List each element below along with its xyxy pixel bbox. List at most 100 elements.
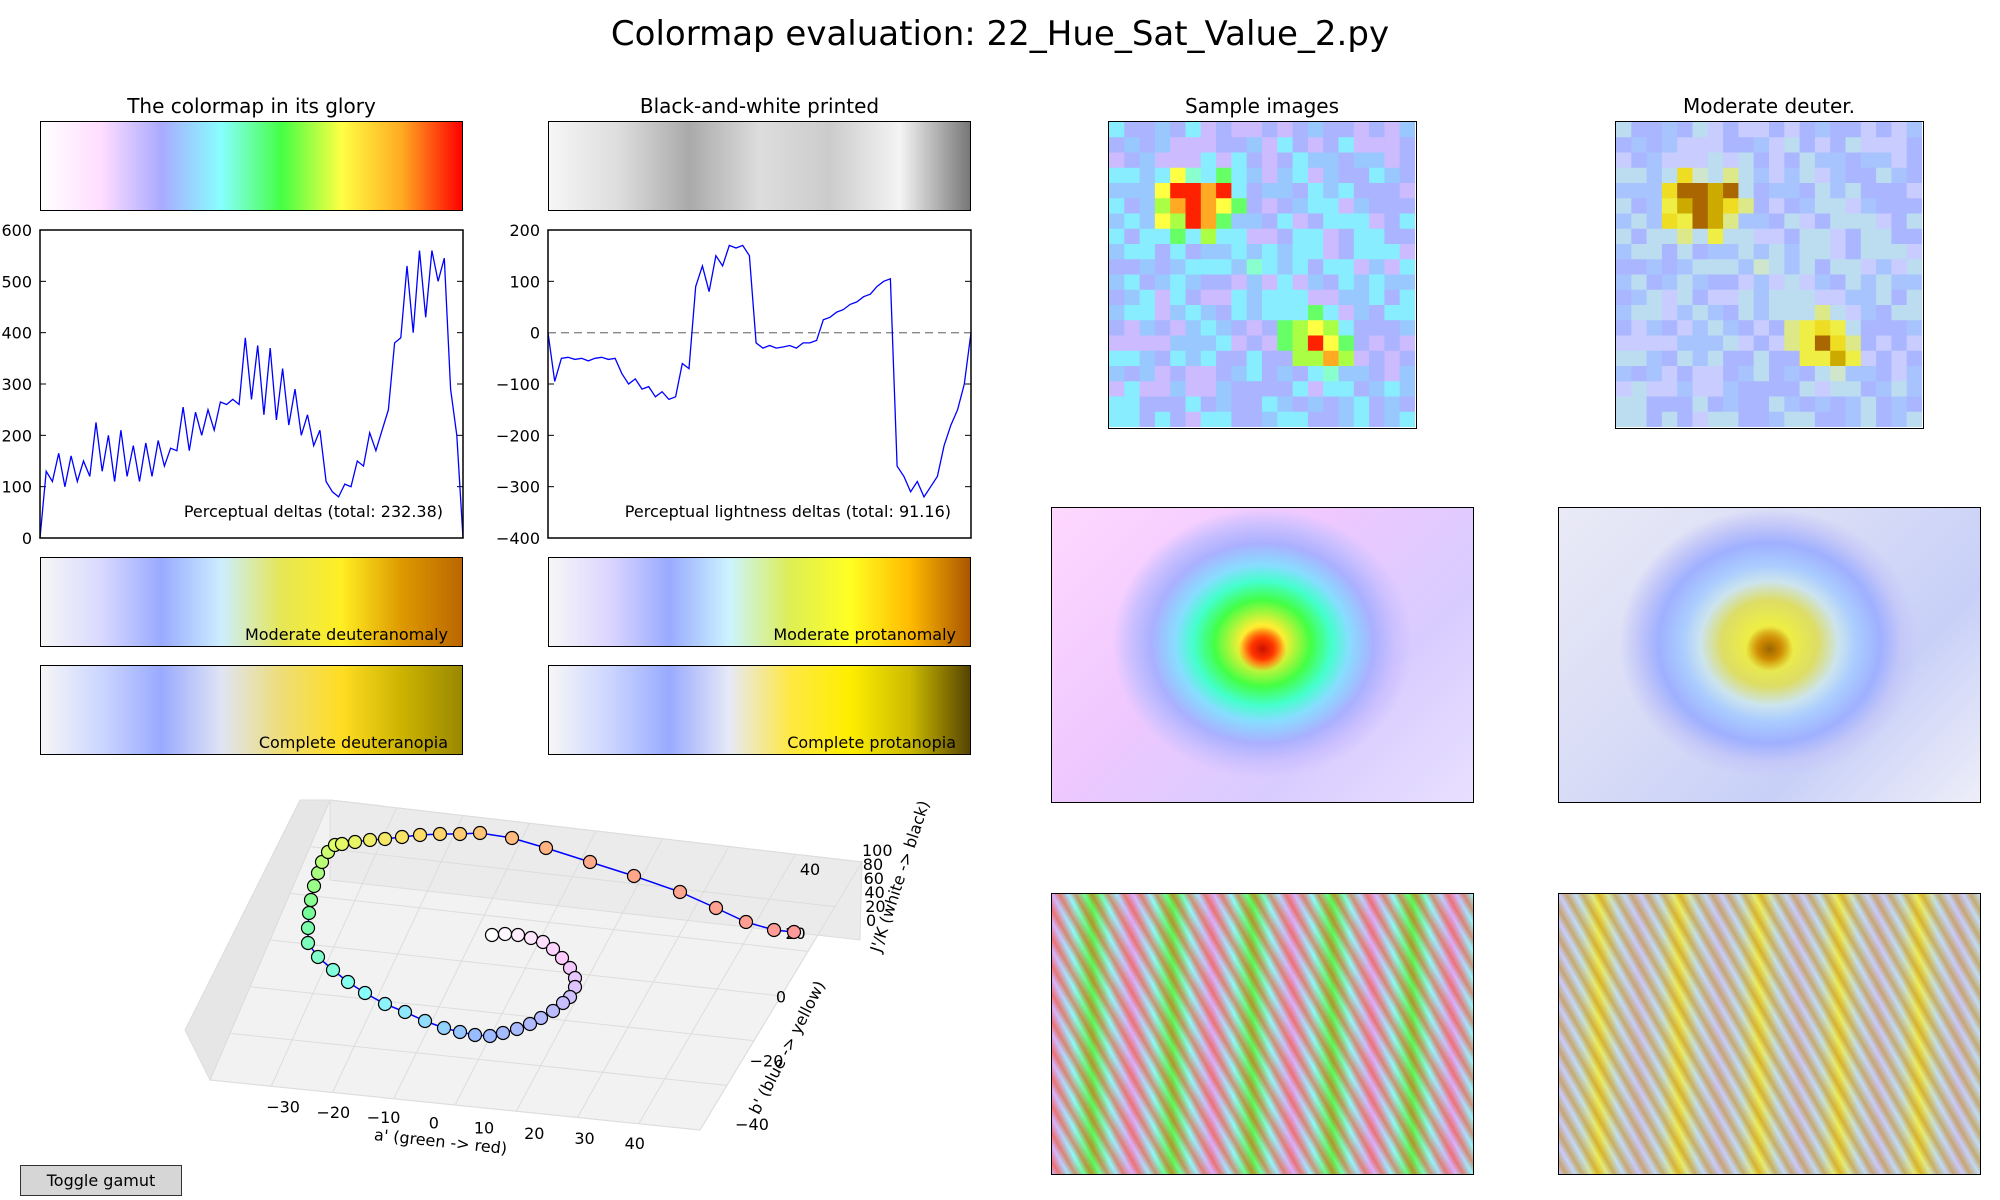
path-point: [377, 831, 393, 847]
y-tick-label: 200: [509, 221, 540, 240]
path-point: [482, 1028, 498, 1044]
path-point: [357, 985, 373, 1001]
path-point: [766, 922, 782, 938]
path-point: [417, 1013, 433, 1029]
path-point: [467, 1027, 483, 1043]
path-point: [522, 1016, 538, 1032]
z-tick-label: 80: [863, 855, 883, 874]
path-point: [362, 832, 378, 848]
x-tick-label: 20: [524, 1124, 544, 1143]
y-tick-label: 200: [1, 426, 32, 445]
complete-protanopia-bar: Complete protanopia: [548, 665, 971, 755]
y-tick-label: −300: [496, 478, 540, 497]
perceptual-deltas-frame: [39, 229, 464, 539]
path-point: [510, 927, 526, 943]
lightness-deltas-chart: −400 −300 −200 −100 0 100 200 Perceptual light…: [496, 221, 972, 548]
y-tick-label: 600: [1, 221, 32, 240]
y-tick-label: 400: [1, 324, 32, 343]
y-tick-label: 300: [1, 375, 32, 394]
complete-deuteranopia-bar: Complete deuteranopia: [40, 665, 463, 755]
y-tick-label: 100: [1, 478, 32, 497]
sample-image-waves: [1051, 893, 1474, 1175]
sample-image-pixels: [1108, 121, 1417, 429]
y-tick-label: −400: [496, 529, 540, 548]
sample-image-terrain: [1051, 507, 1474, 803]
path-point: [436, 1020, 452, 1036]
panel-title-samples: Sample images: [1184, 94, 1340, 118]
path-point: [626, 868, 642, 884]
path-point: [708, 900, 724, 916]
path-point: [495, 1025, 511, 1041]
x-tick-label: −20: [316, 1103, 350, 1122]
lightness-deltas-frame: [547, 229, 972, 539]
deuter-image-terrain: [1558, 507, 1981, 803]
lightness-deltas-line: [547, 244, 972, 499]
y-tick-label: 0: [530, 324, 540, 343]
panel-title-deuter: Moderate deuter.: [1682, 94, 1856, 118]
complete-protanopia-label: Complete protanopia: [787, 733, 956, 752]
lightness-deltas-annotation: Perceptual lightness deltas (total: 91.1…: [625, 502, 951, 521]
z-tick-label: 60: [864, 869, 884, 888]
path-point: [545, 1003, 561, 1019]
path-point: [504, 830, 520, 846]
x-tick-label: 10: [474, 1119, 494, 1138]
perceptual-deltas-chart: 0 100 200 300 400 500 600 Perceptual deltas (t…: [1, 221, 464, 548]
y-tick-label: −100: [496, 375, 540, 394]
colormap-bar: [40, 121, 463, 211]
path-point: [538, 840, 554, 856]
path-point: [672, 884, 688, 900]
perceptual-deltas-annotation: Perceptual deltas (total: 232.38): [184, 502, 443, 521]
path-point: [484, 927, 500, 943]
path-point: [555, 995, 571, 1011]
path-point: [347, 834, 363, 850]
z-tick-label: 20: [865, 897, 885, 916]
y-tick-label: 40: [800, 860, 820, 879]
plot-gridlines: [209, 799, 863, 1131]
path-point: [738, 914, 754, 930]
panel-title-glory: The colormap in its glory: [127, 94, 376, 118]
path-point: [786, 924, 802, 940]
path-point: [432, 826, 448, 842]
path-point: [306, 878, 322, 894]
bw-bar: [548, 121, 971, 211]
path-point: [397, 1004, 413, 1020]
x-tick-label: 40: [625, 1134, 645, 1153]
path-point: [452, 1024, 468, 1040]
path-point: [340, 974, 356, 990]
y-tick-label: −200: [496, 426, 540, 445]
moderate-protanomaly-label: Moderate protanomaly: [773, 625, 956, 644]
toggle-gamut-button[interactable]: Toggle gamut: [20, 1165, 182, 1196]
moderate-deuteranomaly-label: Moderate deuteranomaly: [244, 625, 448, 644]
path-point: [325, 962, 341, 978]
path-point: [452, 826, 468, 842]
path-point: [545, 941, 561, 957]
path-point: [301, 905, 317, 921]
cam02ucs-3d-plot: −30−20−10010203040−40−200204002040608010…: [184, 798, 933, 1158]
moderate-protanomaly-bar: Moderate protanomaly: [548, 557, 971, 647]
deuter-image-pixels: [1615, 121, 1924, 429]
path-point: [472, 825, 488, 841]
path-point: [394, 829, 410, 845]
path-point: [497, 926, 513, 942]
path-point: [509, 1021, 525, 1037]
path-point: [377, 996, 393, 1012]
path-point: [300, 935, 316, 951]
complete-deuteranopia-label: Complete deuteranopia: [258, 733, 448, 752]
path-point: [303, 892, 319, 908]
y-tick-label: 0: [22, 529, 32, 548]
figure-title: Colormap evaluation: 22_Hue_Sat_Value_2.…: [610, 14, 1390, 54]
path-point: [533, 1010, 549, 1026]
path-point: [300, 920, 316, 936]
path-point: [523, 930, 539, 946]
y-tick-label: 500: [1, 272, 32, 291]
path-point: [582, 854, 598, 870]
path-point: [310, 949, 326, 965]
panel-title-bw: Black-and-white printed: [639, 94, 880, 118]
y-tick-label: 0: [776, 988, 786, 1007]
y-tick-label: −40: [735, 1115, 769, 1134]
path-point: [334, 836, 350, 852]
deuter-image-waves: [1558, 893, 1981, 1175]
x-tick-label: −30: [266, 1098, 300, 1117]
x-tick-label: −10: [367, 1108, 401, 1127]
path-point: [412, 827, 428, 843]
